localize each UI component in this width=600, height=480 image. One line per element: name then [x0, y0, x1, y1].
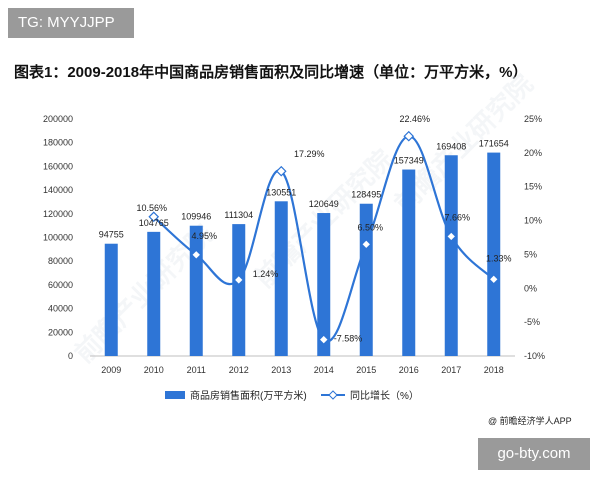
legend-line-label: 同比增长（%） [350, 389, 419, 402]
bar-value-label: 169408 [436, 141, 466, 151]
y-left-tick-label: 160000 [43, 161, 73, 171]
bar-value-label: 120649 [309, 199, 339, 209]
y-left-tick-label: 40000 [48, 304, 73, 314]
growth-marker [445, 231, 457, 242]
growth-value-label: 10.56% [136, 203, 167, 213]
growth-marker [148, 211, 160, 223]
legend-bar-label: 商品房销售面积(万平方米) [190, 389, 307, 402]
legend-bar-swatch [165, 391, 185, 399]
growth-value-label: 1.33% [486, 253, 512, 263]
bar-value-label: 94755 [99, 230, 124, 240]
y-right-tick-label: 20% [524, 148, 542, 158]
growth-value-label: 4.95% [191, 231, 217, 241]
bar-value-label: 171654 [479, 139, 509, 149]
x-tick-label: 2012 [229, 365, 249, 375]
bar [147, 231, 161, 356]
y-right-tick-label: 15% [524, 182, 542, 192]
bar-value-label: 128495 [351, 190, 381, 200]
growth-marker [403, 130, 415, 142]
bar [317, 213, 331, 356]
y-left-tick-label: 120000 [43, 209, 73, 219]
telegram-badge: TG: MYYJJPP [8, 8, 134, 38]
bar-value-label: 130551 [266, 187, 296, 197]
bar-value-label: 104765 [139, 218, 169, 228]
x-tick-label: 2013 [271, 365, 291, 375]
source-credit: @ 前瞻经济学人APP [488, 416, 572, 426]
x-tick-label: 2014 [314, 365, 334, 375]
growth-value-label: 7.66% [444, 212, 470, 222]
bar-value-label: 111304 [224, 210, 253, 220]
bar [444, 155, 458, 356]
y-left-tick-label: 200000 [43, 114, 73, 124]
y-left-tick-label: 180000 [43, 138, 73, 148]
site-badge: go-bty.com [478, 438, 590, 470]
growth-marker [318, 334, 330, 345]
x-tick-label: 2017 [441, 365, 461, 375]
y-left-tick-label: 0 [68, 351, 73, 361]
y-right-tick-label: 5% [524, 249, 537, 259]
bar [487, 152, 501, 356]
growth-value-label: 1.24% [253, 269, 279, 279]
bar-value-label: 157349 [394, 156, 424, 166]
x-tick-label: 2018 [484, 365, 504, 375]
growth-value-label: 6.50% [357, 222, 383, 232]
x-tick-label: 2011 [187, 365, 206, 375]
growth-value-label: 17.29% [294, 149, 325, 159]
growth-marker [488, 273, 500, 285]
x-tick-label: 2015 [356, 365, 376, 375]
x-tick-label: 2010 [144, 365, 164, 375]
y-right-tick-label: 10% [524, 216, 542, 226]
bar-value-label: 109946 [181, 212, 211, 222]
y-left-tick-label: 80000 [48, 256, 73, 266]
y-left-tick-label: 100000 [43, 233, 73, 243]
growth-marker [275, 165, 287, 177]
bar [402, 169, 416, 356]
growth-value-label: 22.46% [399, 114, 430, 124]
growth-marker [360, 238, 372, 250]
bar [189, 225, 203, 356]
bar [359, 203, 373, 356]
bar [104, 243, 118, 356]
y-left-tick-label: 140000 [43, 185, 73, 195]
growth-marker [190, 249, 202, 261]
y-right-tick-label: -10% [524, 351, 545, 361]
y-left-tick-label: 20000 [48, 327, 73, 337]
y-left-tick-label: 60000 [48, 280, 73, 290]
y-right-tick-label: -5% [524, 317, 540, 327]
growth-marker [233, 274, 245, 286]
chart-title: 图表1：2009-2018年中国商品房销售面积及同比增速（单位：万平方米，%） [14, 64, 528, 81]
growth-value-label: -7.58% [334, 334, 363, 344]
y-right-tick-label: 25% [524, 114, 542, 124]
legend-marker-swatch [328, 390, 338, 400]
bar [232, 224, 246, 356]
bar [274, 201, 288, 356]
x-tick-label: 2009 [101, 365, 121, 375]
x-tick-label: 2016 [399, 365, 419, 375]
y-right-tick-label: 0% [524, 283, 537, 293]
